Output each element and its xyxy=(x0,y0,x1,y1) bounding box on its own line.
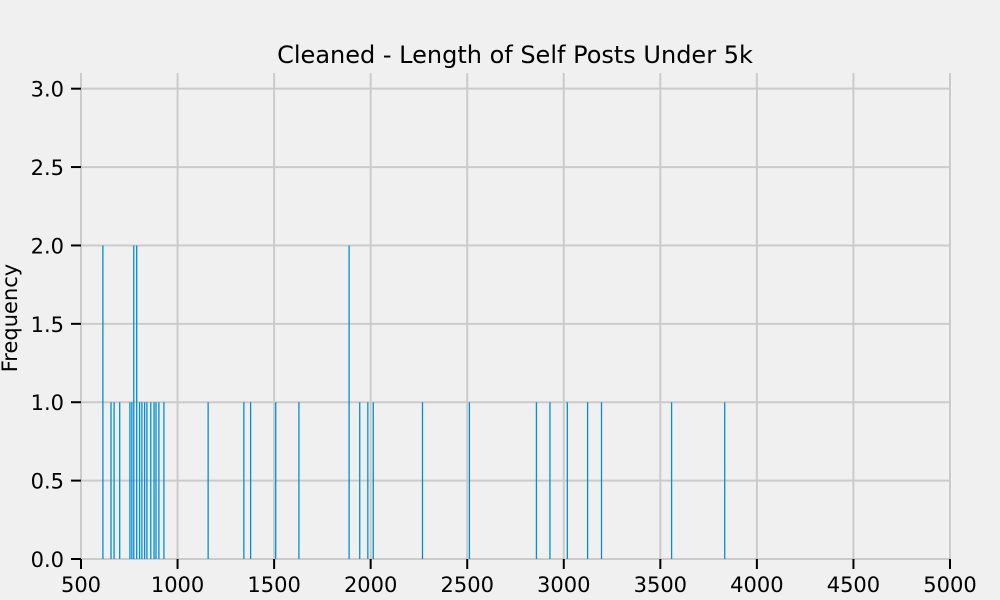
histogram-bar xyxy=(600,402,603,559)
histogram-bar xyxy=(586,402,589,559)
histogram-bar xyxy=(468,402,471,559)
grid-layer xyxy=(80,73,951,560)
histogram-bar xyxy=(249,402,252,559)
y-axis-label: Frequency xyxy=(0,264,22,373)
histogram-bar xyxy=(566,402,568,559)
histogram-bar xyxy=(138,402,141,559)
histogram-bar xyxy=(158,402,160,559)
histogram-bar xyxy=(143,402,146,559)
histogram-bar xyxy=(372,402,374,559)
y-tick-label: 2.0 xyxy=(31,234,64,258)
histogram-bar xyxy=(110,402,112,559)
x-tick-label: 3000 xyxy=(537,573,590,597)
x-tick-label: 2000 xyxy=(344,573,397,597)
x-tick-label: 2500 xyxy=(440,573,493,597)
histogram-bar xyxy=(150,402,152,559)
histogram-bar xyxy=(163,402,165,559)
histogram-bar xyxy=(129,402,131,559)
histogram-bar xyxy=(131,402,133,559)
histogram-bar xyxy=(155,402,157,559)
histogram-bar xyxy=(133,245,135,560)
histogram-bar xyxy=(119,402,121,559)
x-tick-label: 500 xyxy=(61,573,101,597)
histogram-bar xyxy=(275,402,277,559)
y-tick-label: 1.5 xyxy=(31,313,64,337)
y-tick-label: 3.0 xyxy=(31,78,64,102)
histogram-bar xyxy=(141,402,143,559)
y-tick-label: 2.5 xyxy=(31,156,64,180)
histogram-bar xyxy=(421,402,424,559)
histogram-bar xyxy=(146,402,148,559)
x-tick-label: 1000 xyxy=(151,573,204,597)
x-tick-label: 1500 xyxy=(247,573,300,597)
histogram-bar xyxy=(113,402,115,559)
histogram-bar xyxy=(243,402,245,559)
y-tick-label: 0.5 xyxy=(31,470,64,494)
histogram-bar xyxy=(549,402,551,559)
x-tick-label: 5000 xyxy=(923,573,976,597)
histogram-bar xyxy=(359,402,361,559)
x-tick-label: 4500 xyxy=(827,573,880,597)
histogram-bar xyxy=(207,402,209,559)
x-tick-label: 4000 xyxy=(730,573,783,597)
y-tick-label: 0.0 xyxy=(31,548,64,572)
histogram-bar xyxy=(367,402,369,559)
histogram-bar xyxy=(102,245,104,560)
ticks-layer: 500 1000 1500 2000 2500 3000 3500 4000 4500 5000 0… xyxy=(31,78,977,597)
histogram-bar xyxy=(136,245,138,560)
chart-title: Cleaned - Length of Self Posts Under 5k xyxy=(277,41,753,69)
histogram-bar xyxy=(348,245,350,560)
histogram-bar xyxy=(670,402,673,559)
x-tick-label: 3500 xyxy=(634,573,687,597)
histogram-bar xyxy=(724,402,726,559)
histogram-bar xyxy=(153,402,155,559)
histogram-bar xyxy=(298,402,300,559)
histogram-bar xyxy=(535,402,538,559)
y-tick-label: 1.0 xyxy=(31,391,64,415)
bars-layer xyxy=(102,245,726,560)
